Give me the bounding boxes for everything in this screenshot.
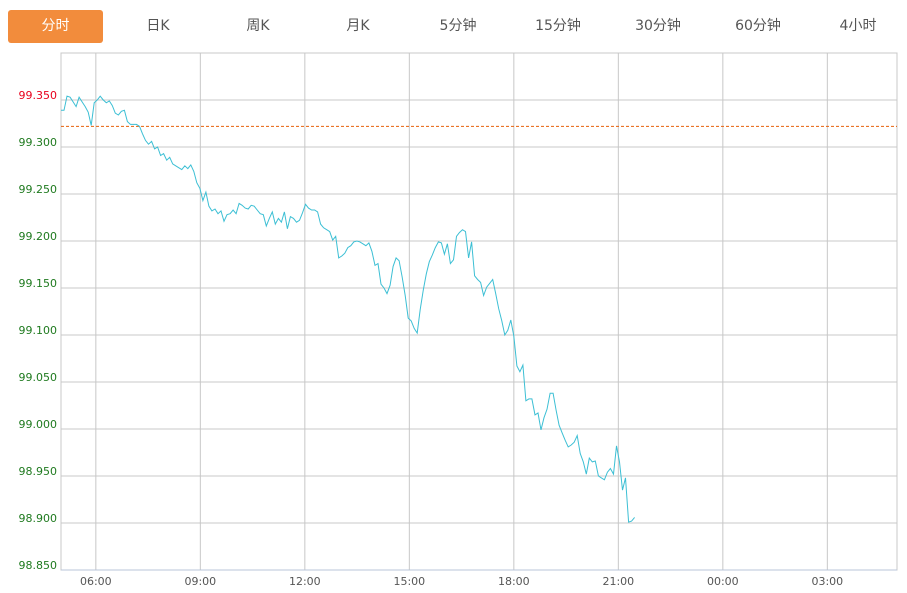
price-line xyxy=(61,95,635,523)
x-tick-label: 15:00 xyxy=(393,575,425,588)
tab-daily-k[interactable]: 日K xyxy=(146,18,170,34)
y-tick-label: 99.000 xyxy=(19,418,58,431)
y-tick-label: 98.850 xyxy=(19,559,58,572)
y-tick-label: 99.050 xyxy=(19,371,58,384)
tab-intraday[interactable]: 分时 xyxy=(8,10,103,43)
x-tick-label: 03:00 xyxy=(811,575,843,588)
tab-30min[interactable]: 30分钟 xyxy=(635,18,681,34)
x-tick-label: 06:00 xyxy=(80,575,112,588)
tab-4hour[interactable]: 4小时 xyxy=(839,18,877,34)
y-tick-label: 98.900 xyxy=(19,512,58,525)
tab-15min[interactable]: 15分钟 xyxy=(535,18,581,34)
tab-weekly-k[interactable]: 周K xyxy=(246,18,270,34)
plot-frame xyxy=(60,52,898,571)
x-tick-label: 12:00 xyxy=(289,575,321,588)
tab-5min[interactable]: 5分钟 xyxy=(439,18,477,34)
y-tick-label: 99.150 xyxy=(19,277,58,290)
tab-60min[interactable]: 60分钟 xyxy=(735,18,781,34)
x-tick-label: 00:00 xyxy=(707,575,739,588)
x-tick-label: 18:00 xyxy=(498,575,530,588)
x-tick-label: 09:00 xyxy=(184,575,216,588)
period-tabs: 分时 日K 周K 月K 5分钟 15分钟 30分钟 60分钟 4小时 xyxy=(8,10,907,43)
y-tick-label: 99.350 xyxy=(19,89,58,102)
y-tick-label: 99.100 xyxy=(19,324,58,337)
y-tick-label: 99.200 xyxy=(19,230,58,243)
y-tick-label: 99.250 xyxy=(19,183,58,196)
y-tick-label: 98.950 xyxy=(19,465,58,478)
y-tick-label: 99.300 xyxy=(19,136,58,149)
tab-monthly-k[interactable]: 月K xyxy=(346,18,370,34)
x-tick-label: 21:00 xyxy=(602,575,634,588)
